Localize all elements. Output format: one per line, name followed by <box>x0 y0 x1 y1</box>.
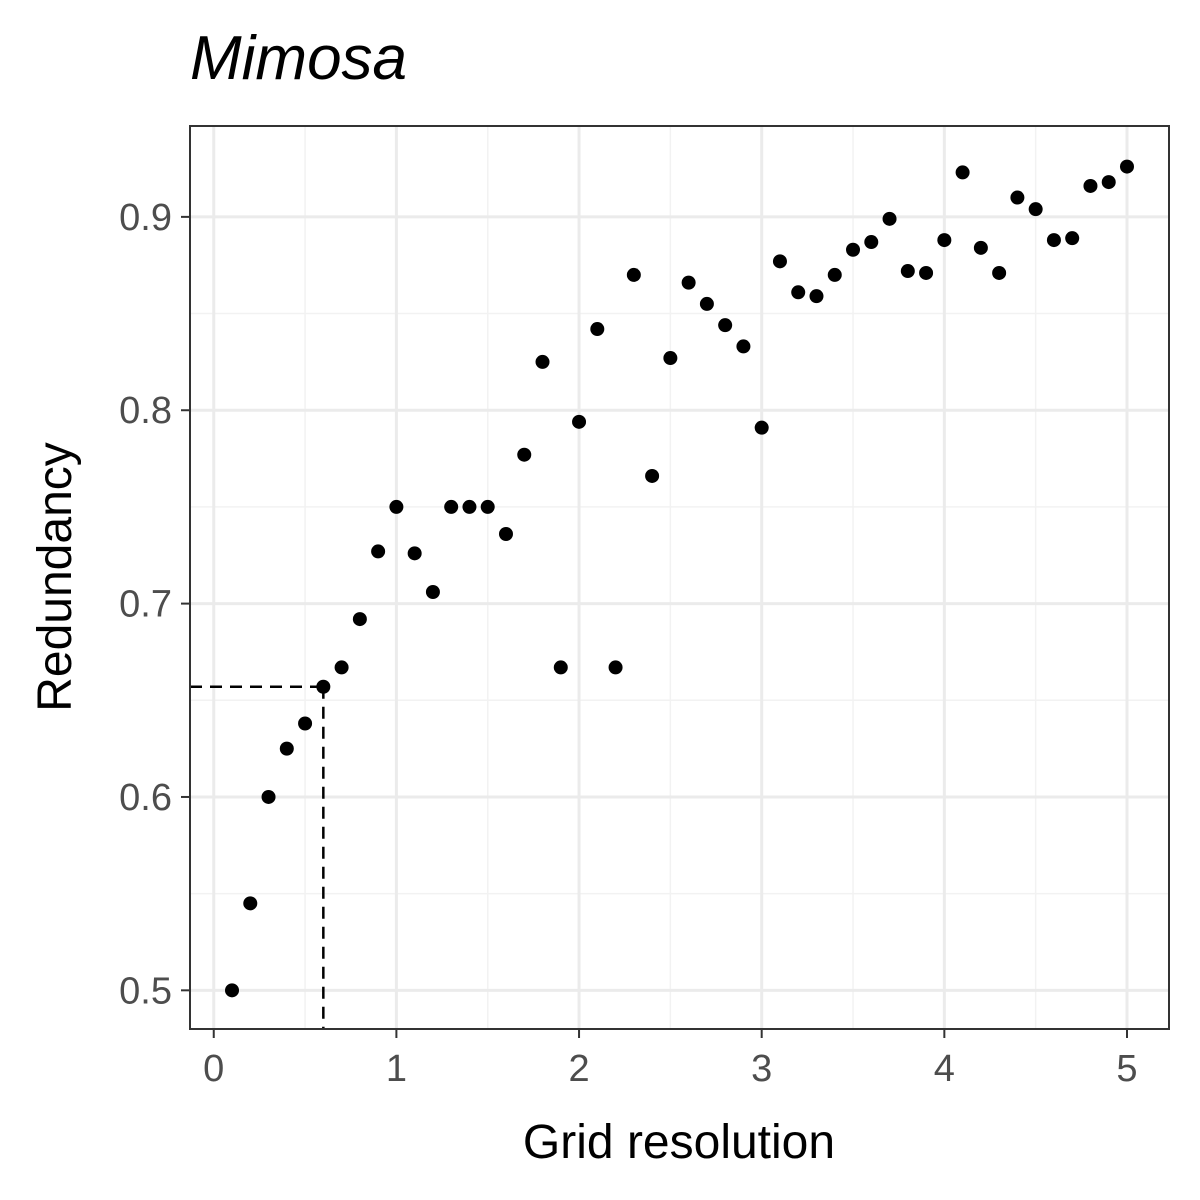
data-point <box>243 896 258 911</box>
y-tick-label: 0.6 <box>119 777 172 819</box>
data-point <box>444 499 459 514</box>
data-point <box>754 420 769 435</box>
data-point <box>1101 175 1116 190</box>
data-point <box>791 285 806 300</box>
data-point <box>498 526 513 541</box>
data-point <box>316 679 331 694</box>
data-point <box>736 339 751 354</box>
x-tick-label: 4 <box>934 1048 955 1090</box>
x-axis-title: Grid resolution <box>523 1116 835 1169</box>
data-point <box>772 254 787 269</box>
data-point <box>937 233 952 248</box>
data-point <box>919 265 934 280</box>
data-point <box>371 544 386 559</box>
y-tick-label: 0.9 <box>119 197 172 239</box>
data-point <box>407 546 422 561</box>
data-point <box>699 296 714 311</box>
data-point <box>626 267 641 282</box>
data-point <box>590 322 605 337</box>
y-tick-label: 0.7 <box>119 584 172 626</box>
guide-lines <box>190 685 325 1029</box>
data-point <box>298 716 313 731</box>
x-axis-ticks: 0 1 2 3 4 5 <box>203 1029 1138 1090</box>
data-point <box>718 318 733 333</box>
grid-lines <box>190 126 1169 1029</box>
data-points <box>225 159 1134 998</box>
data-point <box>645 468 660 483</box>
data-point <box>1083 178 1098 193</box>
x-tick-label: 1 <box>386 1048 407 1090</box>
chart-title: Mimosa <box>190 24 407 93</box>
data-point <box>973 240 988 255</box>
data-point <box>480 499 495 514</box>
data-point <box>462 499 477 514</box>
x-tick-label: 2 <box>568 1048 589 1090</box>
y-axis-title: Redundancy <box>29 442 82 712</box>
data-point <box>352 612 367 627</box>
data-point <box>225 983 240 998</box>
panel-border <box>189 125 1170 1030</box>
data-point <box>535 354 550 369</box>
x-tick-label: 5 <box>1116 1048 1137 1090</box>
data-point <box>425 585 440 600</box>
data-point <box>681 275 696 290</box>
data-point <box>882 211 897 226</box>
y-tick-label: 0.5 <box>119 970 172 1012</box>
data-point <box>1028 202 1043 217</box>
data-point <box>608 660 623 675</box>
data-point <box>1010 190 1025 205</box>
data-point <box>827 267 842 282</box>
data-point <box>663 351 678 366</box>
data-point <box>517 447 532 462</box>
data-point <box>809 289 824 304</box>
y-axis-ticks: 0.5 0.6 0.7 0.8 0.9 <box>119 197 190 1012</box>
data-point <box>864 235 879 250</box>
data-point <box>955 165 970 180</box>
x-tick-label: 3 <box>751 1048 772 1090</box>
data-point <box>992 265 1007 280</box>
data-point <box>553 660 568 675</box>
data-point <box>1046 233 1061 248</box>
data-point <box>389 499 404 514</box>
data-point <box>1119 159 1134 174</box>
data-point <box>279 741 294 756</box>
data-point <box>261 789 276 804</box>
data-point <box>900 264 915 279</box>
x-tick-label: 0 <box>203 1048 224 1090</box>
data-point <box>334 660 349 675</box>
data-point <box>1065 231 1080 246</box>
y-tick-label: 0.8 <box>119 390 172 432</box>
data-point <box>572 414 587 429</box>
data-point <box>846 242 861 257</box>
